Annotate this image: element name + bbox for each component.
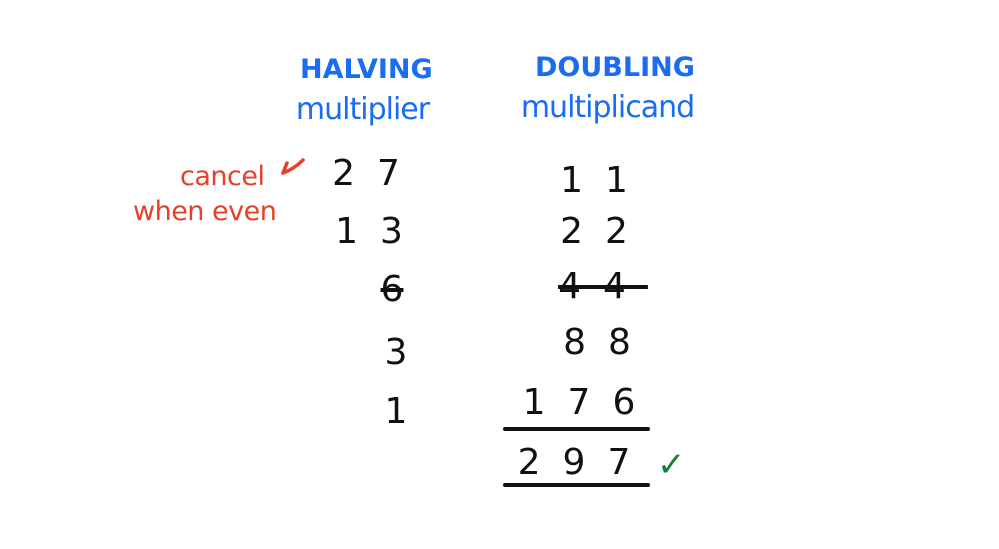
cancel-note-line2: when even bbox=[133, 196, 277, 227]
doubling-row-3-struck: 44 bbox=[558, 266, 648, 307]
doubling-row-4: 88 bbox=[563, 322, 653, 363]
doubling-subheading: multiplicand bbox=[520, 90, 695, 125]
doubling-heading: DOUBLING bbox=[535, 52, 695, 83]
halving-row-4: 3 bbox=[384, 332, 408, 373]
halving-heading: HALVING bbox=[300, 54, 433, 85]
arrow-icon bbox=[281, 158, 305, 175]
halving-row-2: 13 bbox=[335, 211, 425, 252]
halving-row-3-struck: 6 bbox=[380, 269, 404, 310]
doubling-row-1: 11 bbox=[560, 160, 650, 201]
doubling-row-2: 22 bbox=[560, 211, 650, 252]
halving-row-1: 27 bbox=[332, 153, 422, 194]
total-value: 297 bbox=[517, 442, 653, 483]
halving-row-5: 1 bbox=[384, 391, 408, 432]
check-icon: ✓ bbox=[657, 445, 686, 485]
cancel-note-line1: cancel bbox=[180, 161, 265, 192]
halving-subheading: multiplier bbox=[295, 92, 430, 127]
doubling-row-5: 176 bbox=[522, 382, 658, 423]
